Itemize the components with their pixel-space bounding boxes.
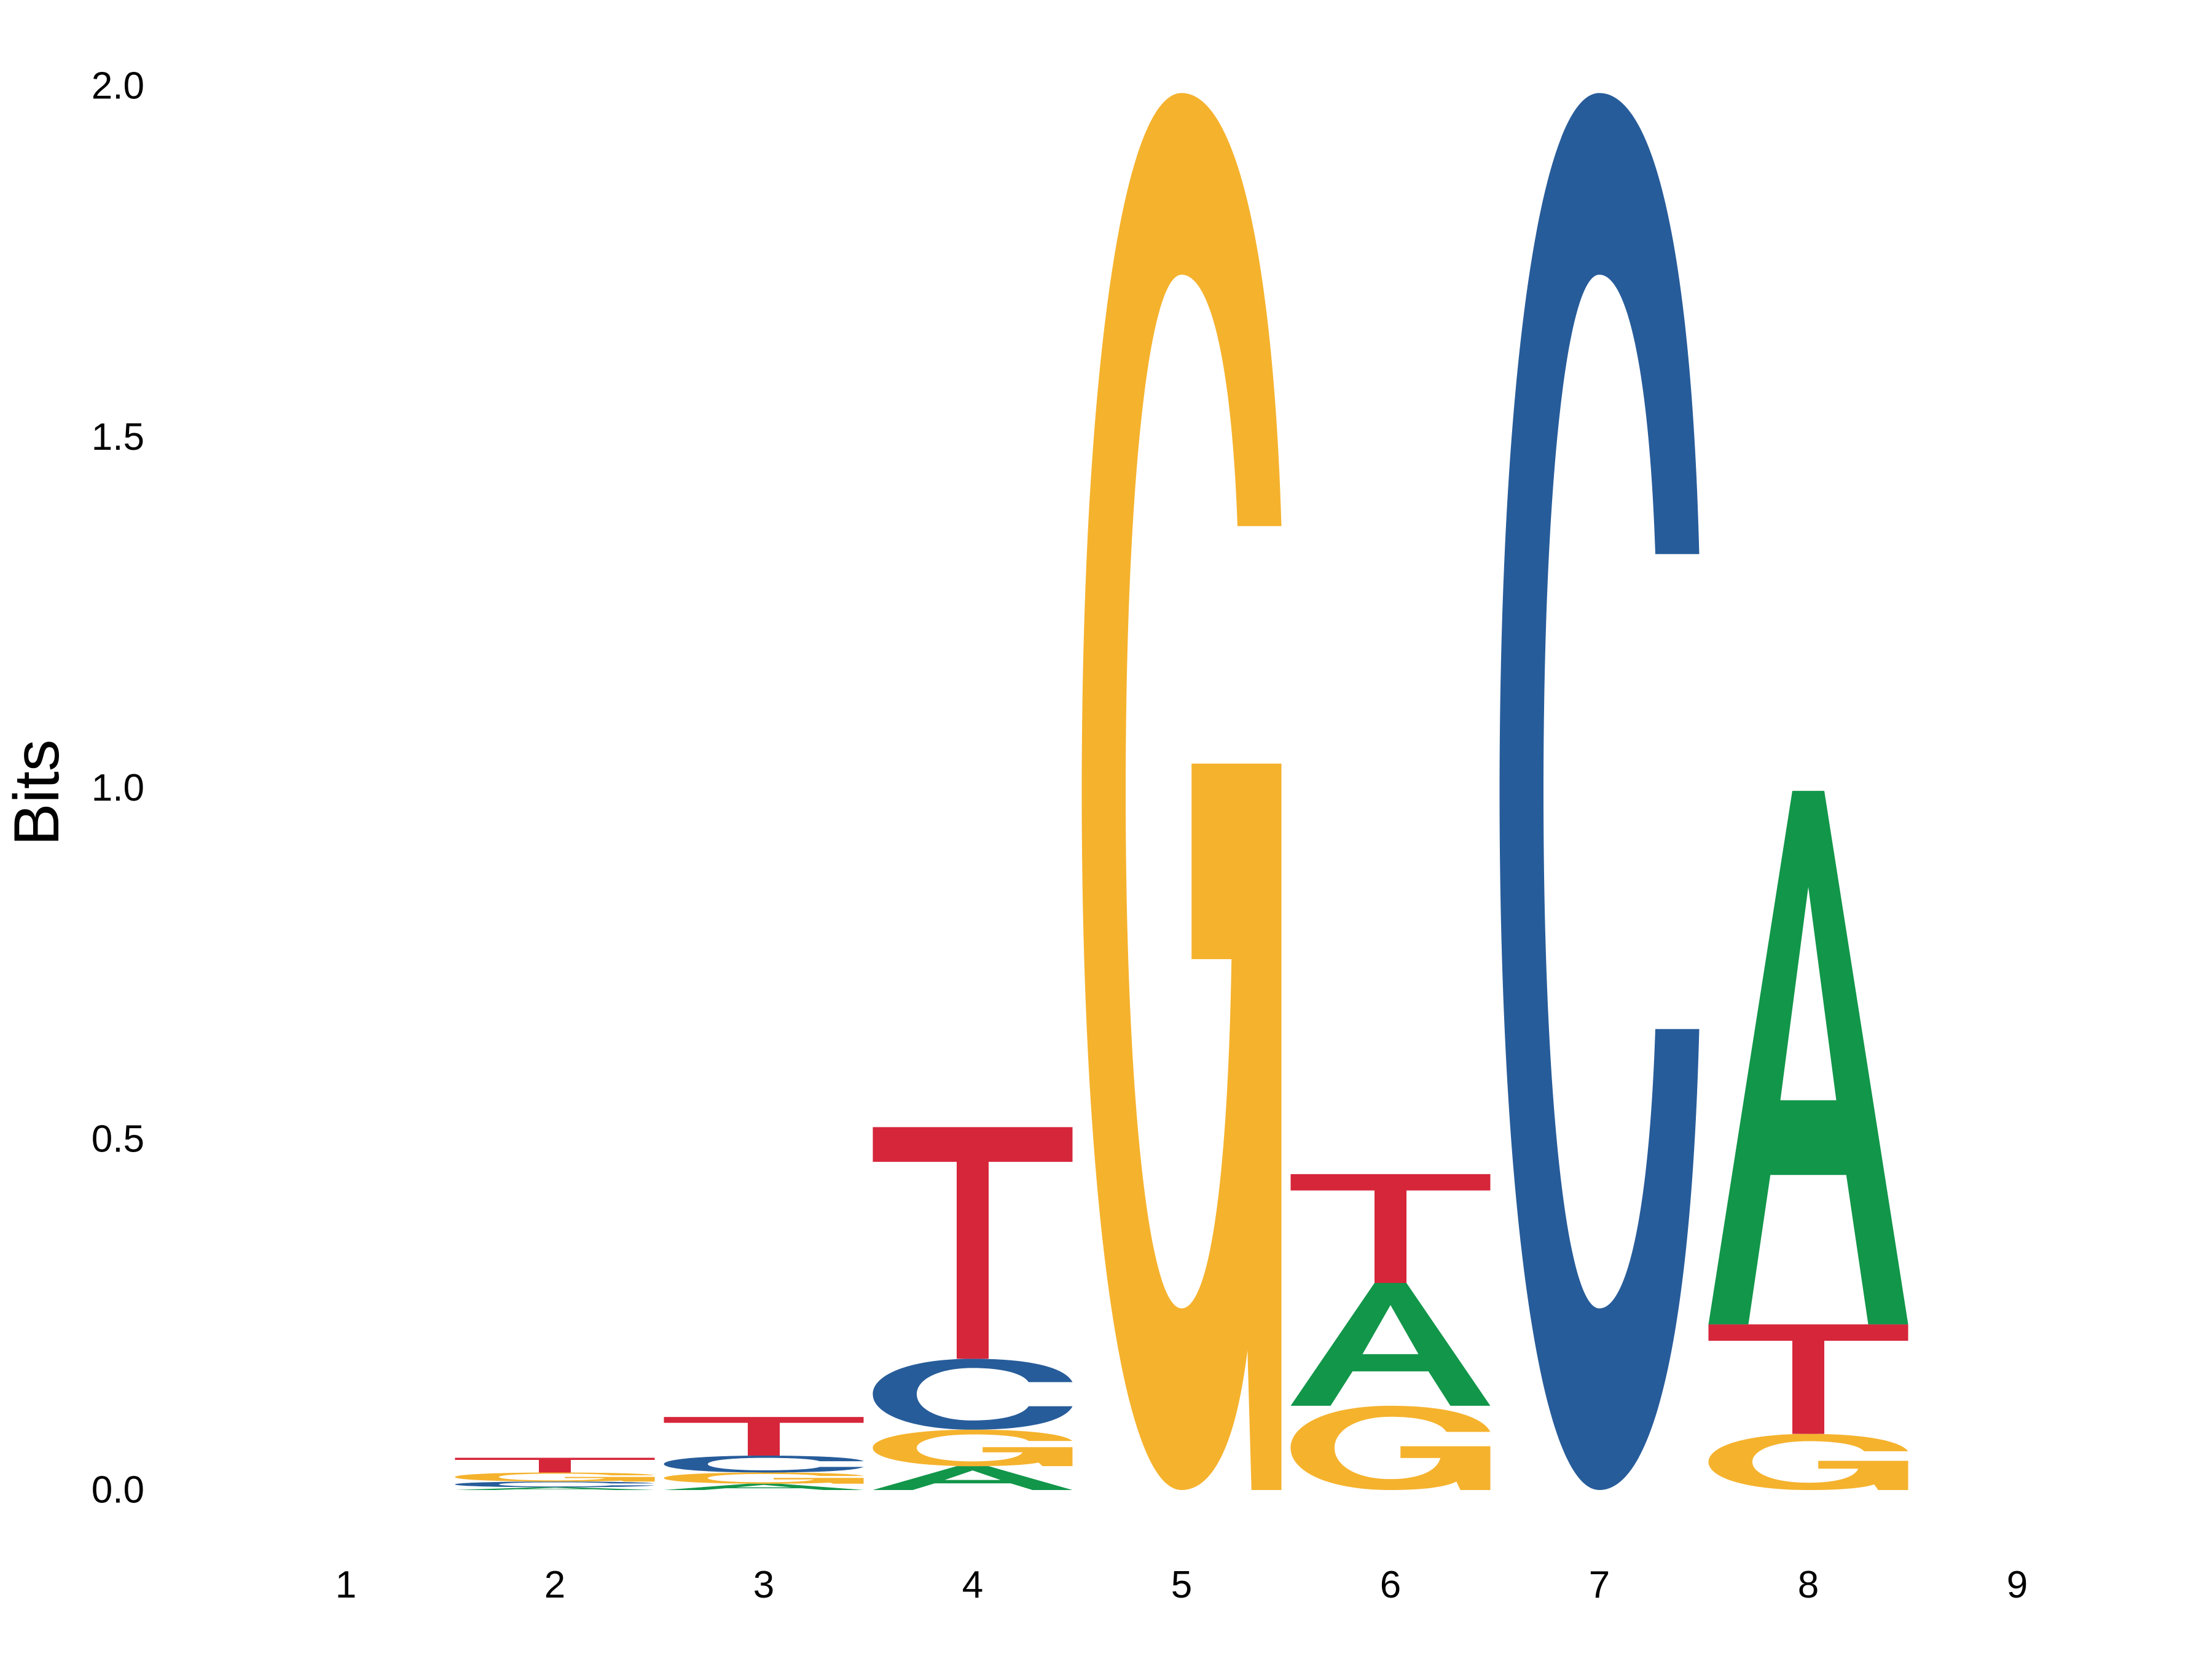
x-tick-label: 5 <box>1171 1564 1192 1606</box>
glyph-A-pos2 <box>455 1487 655 1490</box>
glyph-T-pos2 <box>455 1457 655 1473</box>
x-tick-label: 1 <box>335 1564 356 1606</box>
x-tick-label: 7 <box>1589 1564 1610 1606</box>
glyph-T-pos3 <box>664 1417 864 1456</box>
glyph-A-pos8 <box>1708 791 1908 1325</box>
glyph-C-pos3 <box>664 1456 864 1473</box>
logo-glyphs <box>455 93 1908 1490</box>
y-axis-label: Bits <box>1 739 73 845</box>
glyph-T-pos4 <box>873 1127 1073 1359</box>
x-tick-label: 4 <box>962 1564 983 1606</box>
glyph-C-pos4 <box>873 1359 1073 1430</box>
glyph-G-pos6 <box>1290 1405 1491 1490</box>
x-tick-label: 8 <box>1798 1564 1819 1606</box>
glyph-C-pos2 <box>455 1481 655 1488</box>
glyph-T-pos6 <box>1290 1174 1491 1283</box>
x-tick-label: 2 <box>544 1564 565 1606</box>
glyph-A-pos3 <box>664 1483 864 1490</box>
glyph-A-pos6 <box>1290 1282 1491 1406</box>
glyph-C-pos7 <box>1499 93 1700 1490</box>
y-axis-ticks: 0.0 0.5 1.0 1.5 2.0 <box>92 65 144 1512</box>
x-tick-label: 9 <box>2007 1564 2028 1606</box>
x-tick-label: 3 <box>753 1564 774 1606</box>
x-tick-label: 6 <box>1380 1564 1401 1606</box>
y-tick-label: 1.5 <box>92 416 144 458</box>
glyph-G-pos5 <box>1081 93 1282 1490</box>
y-tick-label: 1.0 <box>92 767 144 809</box>
glyph-A-pos4 <box>873 1466 1073 1490</box>
glyph-G-pos4 <box>873 1429 1073 1467</box>
glyph-G-pos8 <box>1708 1433 1908 1490</box>
glyph-T-pos8 <box>1708 1324 1908 1434</box>
glyph-G-pos3 <box>664 1472 864 1484</box>
x-axis-ticks: 1 2 3 4 5 6 7 8 9 <box>335 1564 2028 1606</box>
y-tick-label: 2.0 <box>92 65 144 108</box>
glyph-G-pos2 <box>455 1472 655 1482</box>
y-tick-label: 0.5 <box>92 1118 144 1160</box>
y-tick-label: 0.0 <box>92 1469 144 1512</box>
